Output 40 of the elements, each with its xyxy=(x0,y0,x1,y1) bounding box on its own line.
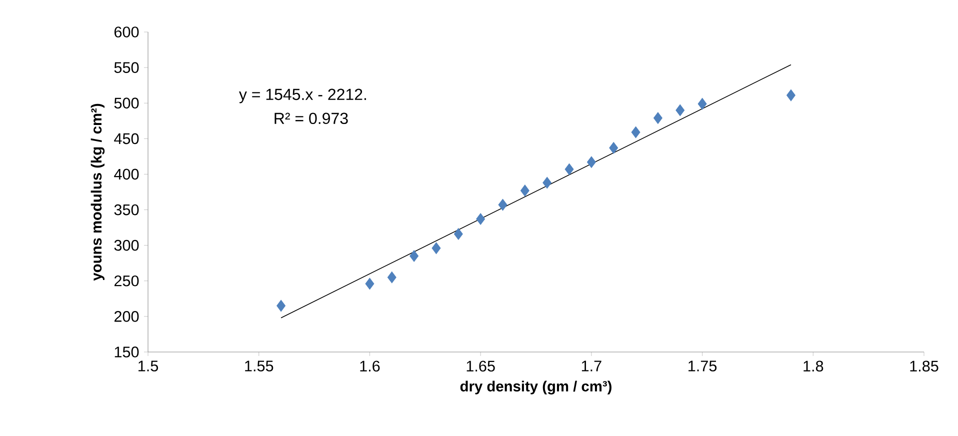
x-tick-label: 1.85 xyxy=(910,360,938,372)
point xyxy=(676,104,685,116)
annotation: y = 1545.x - 2212. xyxy=(238,88,366,104)
x-tick-label: 1.55 xyxy=(245,360,274,372)
y-tick-label: 150 xyxy=(114,346,139,358)
x-tick-label: 1.7 xyxy=(582,360,602,372)
point xyxy=(410,250,419,262)
point xyxy=(365,278,374,290)
point xyxy=(276,300,286,312)
y-tick-label: 200 xyxy=(114,311,139,322)
y-tick-label: 350 xyxy=(114,204,139,216)
y-tick-label: 550 xyxy=(114,62,139,73)
x-tick-label: 1.6 xyxy=(360,360,380,372)
x-tick-label: 1.8 xyxy=(804,360,824,372)
x-tick-label: 1.75 xyxy=(688,360,717,372)
point xyxy=(786,89,796,102)
y-axis-title: youns modulus (kg / cm²) xyxy=(90,104,105,281)
annotation: R² = 0.973 xyxy=(274,112,348,124)
point xyxy=(498,198,508,211)
y-tick-label: 250 xyxy=(114,275,139,286)
y-tick-label: 400 xyxy=(114,168,139,180)
point xyxy=(631,126,640,138)
x-tick-label: 1.65 xyxy=(466,360,495,372)
x-tick-label: 1.5 xyxy=(138,360,158,372)
point xyxy=(520,184,530,196)
point xyxy=(542,176,552,189)
point xyxy=(653,112,662,124)
point xyxy=(387,271,396,284)
x-axis-title: dry density (gm / cm³) xyxy=(460,380,612,394)
y-tick-label: 600 xyxy=(114,26,139,38)
point xyxy=(609,142,618,154)
point xyxy=(698,98,707,110)
y-tick-label: 500 xyxy=(114,98,139,109)
point xyxy=(564,163,574,176)
point xyxy=(454,228,463,240)
y-tick-label: 300 xyxy=(114,240,139,251)
y-tick-label: 450 xyxy=(114,133,139,144)
point xyxy=(432,242,441,254)
point xyxy=(586,156,596,168)
point xyxy=(476,213,486,225)
